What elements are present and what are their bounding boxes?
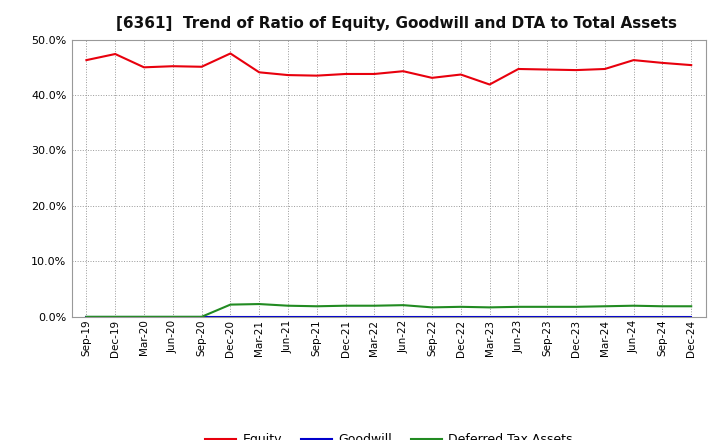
Equity [600, 66, 609, 72]
Deferred Tax Assets [312, 304, 321, 309]
Line: Equity: Equity [86, 53, 691, 84]
Deferred Tax Assets [140, 314, 148, 319]
Goodwill [255, 314, 264, 319]
Goodwill [456, 314, 465, 319]
Equity [543, 67, 552, 72]
Deferred Tax Assets [485, 305, 494, 310]
Deferred Tax Assets [82, 314, 91, 319]
Equity [514, 66, 523, 72]
Deferred Tax Assets [399, 303, 408, 308]
Goodwill [572, 314, 580, 319]
Equity [82, 58, 91, 63]
Deferred Tax Assets [370, 303, 379, 308]
Goodwill [600, 314, 609, 319]
Equity [341, 71, 350, 77]
Deferred Tax Assets [197, 314, 206, 319]
Deferred Tax Assets [284, 303, 292, 308]
Text: [6361]  Trend of Ratio of Equity, Goodwill and DTA to Total Assets: [6361] Trend of Ratio of Equity, Goodwil… [117, 16, 678, 32]
Equity [658, 60, 667, 66]
Deferred Tax Assets [514, 304, 523, 309]
Goodwill [341, 314, 350, 319]
Equity [572, 67, 580, 73]
Goodwill [82, 314, 91, 319]
Deferred Tax Assets [543, 304, 552, 309]
Equity [312, 73, 321, 78]
Equity [168, 63, 177, 69]
Equity [111, 51, 120, 57]
Goodwill [485, 314, 494, 319]
Deferred Tax Assets [687, 304, 696, 309]
Goodwill [284, 314, 292, 319]
Equity [255, 70, 264, 75]
Goodwill [543, 314, 552, 319]
Deferred Tax Assets [600, 304, 609, 309]
Line: Deferred Tax Assets: Deferred Tax Assets [86, 304, 691, 317]
Goodwill [428, 314, 436, 319]
Equity [485, 82, 494, 87]
Goodwill [370, 314, 379, 319]
Equity [629, 58, 638, 63]
Deferred Tax Assets [255, 301, 264, 307]
Goodwill [514, 314, 523, 319]
Deferred Tax Assets [341, 303, 350, 308]
Equity [197, 64, 206, 70]
Equity [399, 69, 408, 74]
Goodwill [687, 314, 696, 319]
Equity [687, 62, 696, 68]
Goodwill [140, 314, 148, 319]
Deferred Tax Assets [629, 303, 638, 308]
Goodwill [197, 314, 206, 319]
Deferred Tax Assets [428, 305, 436, 310]
Goodwill [168, 314, 177, 319]
Deferred Tax Assets [111, 314, 120, 319]
Legend: Equity, Goodwill, Deferred Tax Assets: Equity, Goodwill, Deferred Tax Assets [200, 429, 577, 440]
Equity [370, 71, 379, 77]
Deferred Tax Assets [168, 314, 177, 319]
Goodwill [312, 314, 321, 319]
Equity [456, 72, 465, 77]
Goodwill [629, 314, 638, 319]
Goodwill [658, 314, 667, 319]
Goodwill [111, 314, 120, 319]
Goodwill [226, 314, 235, 319]
Equity [428, 75, 436, 81]
Deferred Tax Assets [572, 304, 580, 309]
Equity [284, 73, 292, 78]
Equity [140, 65, 148, 70]
Deferred Tax Assets [226, 302, 235, 307]
Deferred Tax Assets [456, 304, 465, 309]
Deferred Tax Assets [658, 304, 667, 309]
Equity [226, 51, 235, 56]
Goodwill [399, 314, 408, 319]
